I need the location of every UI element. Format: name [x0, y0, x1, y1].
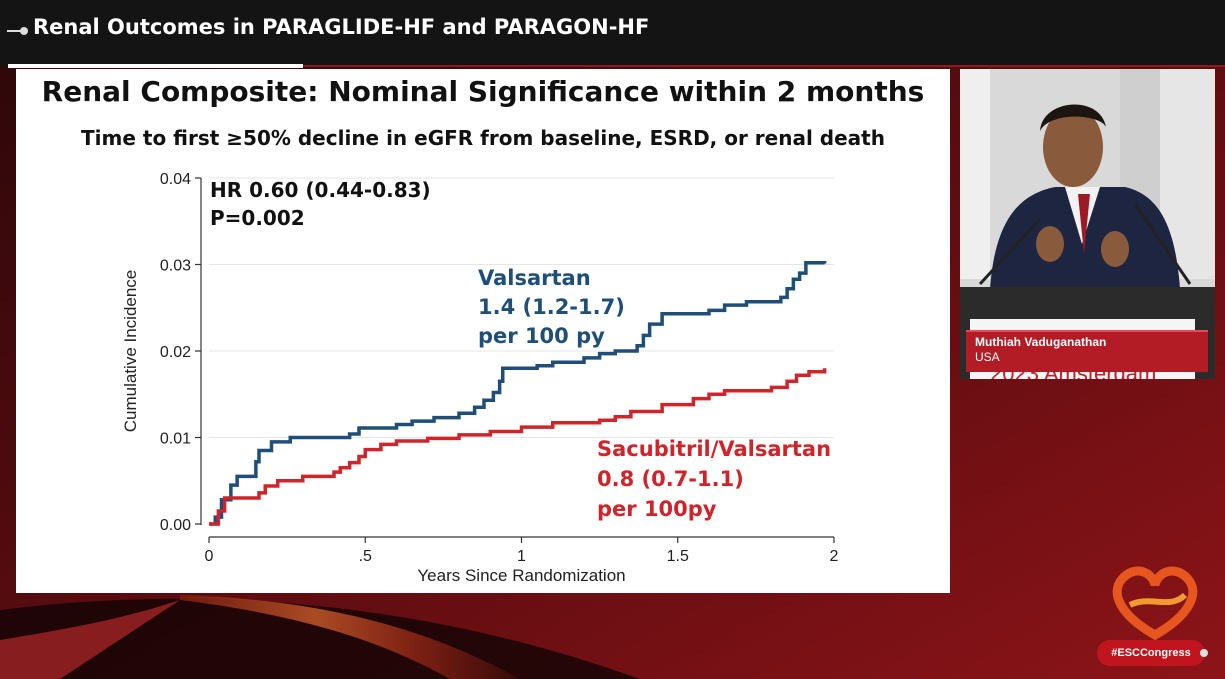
slide-title: Renal Composite: Nominal Significance wi… [41, 75, 925, 108]
valsartan-label: per 100 py [478, 324, 605, 348]
slide-subtitle: Time to first ≥50% decline in eGFR from … [81, 126, 885, 150]
sacubitril-valsartan-label: 0.8 (0.7-1.1) [597, 467, 744, 491]
series-line-valsartan [209, 261, 827, 526]
title-bar [0, 0, 1225, 66]
presentation-slide: Renal Composite: Nominal Significance wi… [16, 69, 950, 593]
y-tick-label: 0.02 [160, 344, 191, 361]
title-divider [303, 65, 1225, 67]
valsartan-label: Valsartan [478, 266, 591, 290]
badge-dot-icon [1200, 649, 1208, 657]
sacubitril-valsartan-label: per 100py [597, 497, 717, 521]
esc-heart-logo-icon [1112, 566, 1198, 640]
x-tick-label: 0 [205, 548, 214, 565]
y-tick-label: 0.03 [160, 258, 191, 275]
valsartan-label: 1.4 (1.2-1.7) [478, 295, 625, 319]
title-bullet-icon [7, 25, 28, 37]
p-value-text: P=0.002 [210, 206, 305, 230]
x-tick-label: 1 [517, 548, 526, 565]
y-axis-label: Cumulative Incidence [121, 270, 140, 433]
speaker-video-frame: 2023 Amsterdam [960, 69, 1215, 379]
x-tick-label: .5 [359, 548, 372, 565]
x-axis-label: Years Since Randomization [417, 566, 625, 585]
speaker-name: Muthiah Vaduganathan [975, 335, 1107, 349]
series-line-sacubitril-valsartan [209, 368, 827, 526]
hashtag-badge: #ESCCongress [1097, 640, 1205, 666]
speaker-country: USA [975, 350, 1000, 364]
title-underline [8, 64, 303, 68]
speaker-lower-third [966, 330, 1208, 372]
x-tick-label: 2 [830, 548, 839, 565]
y-tick-label: 0.00 [160, 517, 191, 534]
page-title: Renal Outcomes in PARAGLIDE-HF and PARAG… [33, 15, 650, 39]
x-tick-label: 1.5 [667, 548, 689, 565]
hazard-ratio-text: HR 0.60 (0.44-0.83) [210, 178, 431, 202]
sacubitril-valsartan-label: Sacubitril/Valsartan [597, 437, 831, 461]
y-tick-label: 0.04 [160, 171, 191, 188]
y-tick-label: 0.01 [160, 431, 191, 448]
kaplan-meier-chart: 0.00 0.01 0.02 0.03 0.04 0 .5 1 1.5 2 Years Since … [121, 171, 839, 585]
speaker-video: 2023 Amsterdam [960, 69, 1215, 379]
